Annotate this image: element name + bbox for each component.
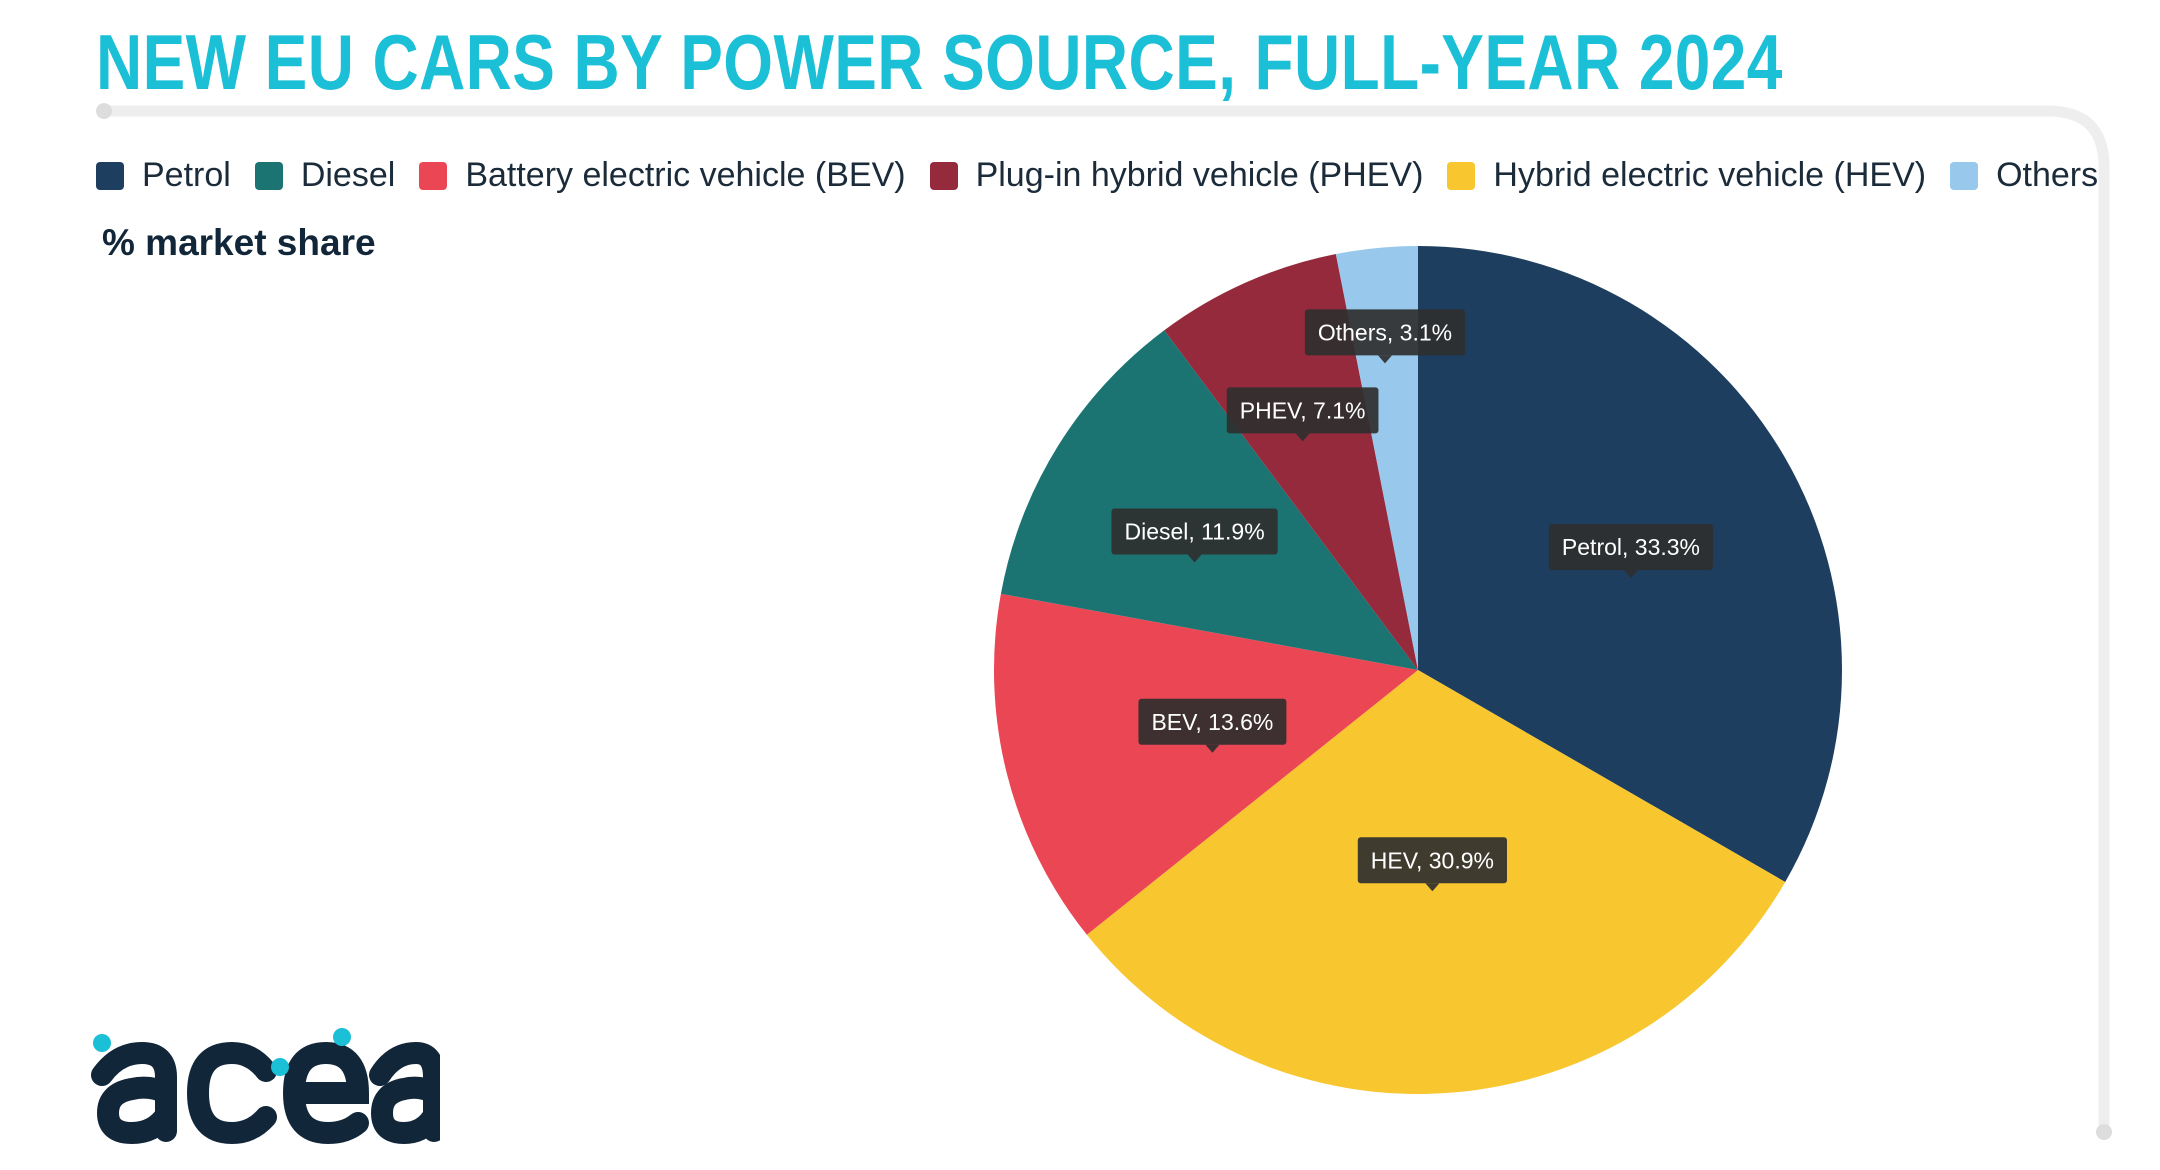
legend-swatch: [96, 161, 124, 190]
legend-label: Plug-in hybrid vehicle (PHEV): [975, 156, 1424, 194]
legend-label: Petrol: [142, 156, 231, 194]
legend-swatch: [254, 161, 283, 190]
data-label-pointer: [1187, 554, 1202, 563]
data-label: PHEV, 7.1%: [1226, 387, 1379, 442]
data-label-box: [1357, 837, 1507, 884]
legend-swatch: [1447, 161, 1476, 190]
legend-swatch: [1950, 161, 1979, 190]
data-label: Petrol, 33.3%: [1548, 524, 1714, 579]
pie-slice-bev[interactable]: [993, 593, 1418, 935]
legend-label: Hybrid electric vehicle (HEV): [1493, 156, 1927, 194]
pie-slice-diesel[interactable]: [1000, 330, 1418, 670]
data-label-text: Diesel, 11.9%: [1124, 518, 1264, 544]
data-label-pointer: [1623, 570, 1638, 579]
legend-item[interactable]: Petrol: [96, 156, 231, 195]
data-label-pointer: [1205, 744, 1220, 753]
legend-label: Battery electric vehicle (BEV): [465, 156, 906, 194]
data-label-box: [1548, 524, 1714, 571]
data-label: BEV, 13.6%: [1138, 698, 1287, 753]
legend-item[interactable]: Battery electric vehicle (BEV): [419, 156, 906, 195]
legend-item[interactable]: Others: [1950, 156, 2098, 195]
data-label-text: HEV, 30.9%: [1371, 847, 1494, 873]
frame-corner-dot: [96, 103, 112, 119]
data-label-box: [1138, 698, 1287, 745]
frame-border: [98, 105, 2110, 1138]
data-label-text: BEV, 13.6%: [1151, 709, 1273, 735]
data-label: Others, 3.1%: [1304, 309, 1466, 364]
legend-swatch: [419, 161, 448, 190]
data-label: Diesel, 11.9%: [1111, 508, 1278, 563]
legend-label: Diesel: [300, 156, 396, 194]
frame-corner-dot: [2096, 1124, 2112, 1140]
pie-data-labels: Petrol, 33.3% HEV, 30.9% BEV, 13.6% Diesel,…: [1111, 309, 1714, 892]
acea-logo-icon: [91, 1028, 440, 1145]
data-label-box: [1304, 309, 1466, 356]
pie-slices: [993, 245, 1842, 1094]
data-label-pointer: [1377, 355, 1392, 364]
pie-slice-phev[interactable]: [1164, 254, 1418, 670]
legend-label: Others: [1996, 156, 2099, 194]
legend-item[interactable]: Plug-in hybrid vehicle (PHEV): [929, 156, 1424, 195]
data-label-box: [1111, 508, 1278, 555]
data-label: HEV, 30.9%: [1357, 837, 1507, 892]
data-label-text: PHEV, 7.1%: [1240, 397, 1366, 423]
data-label-pointer: [1295, 433, 1310, 442]
data-label-pointer: [1425, 883, 1440, 892]
legend-item[interactable]: Hybrid electric vehicle (HEV): [1447, 156, 1926, 195]
legend-item[interactable]: Diesel: [254, 156, 396, 195]
data-label-box: [1226, 387, 1379, 434]
data-label-text: Petrol, 33.3%: [1562, 534, 1700, 560]
legend-swatch: [929, 161, 958, 190]
data-label-text: Others, 3.1%: [1318, 319, 1452, 345]
chart-legend: Petrol Diesel Battery electric vehicle (BE…: [96, 156, 2122, 195]
unit-label: % market share: [102, 222, 376, 263]
chart-title: NEW EU CARS BY POWER SOURCE, FULL-YEAR 2…: [96, 18, 1783, 106]
